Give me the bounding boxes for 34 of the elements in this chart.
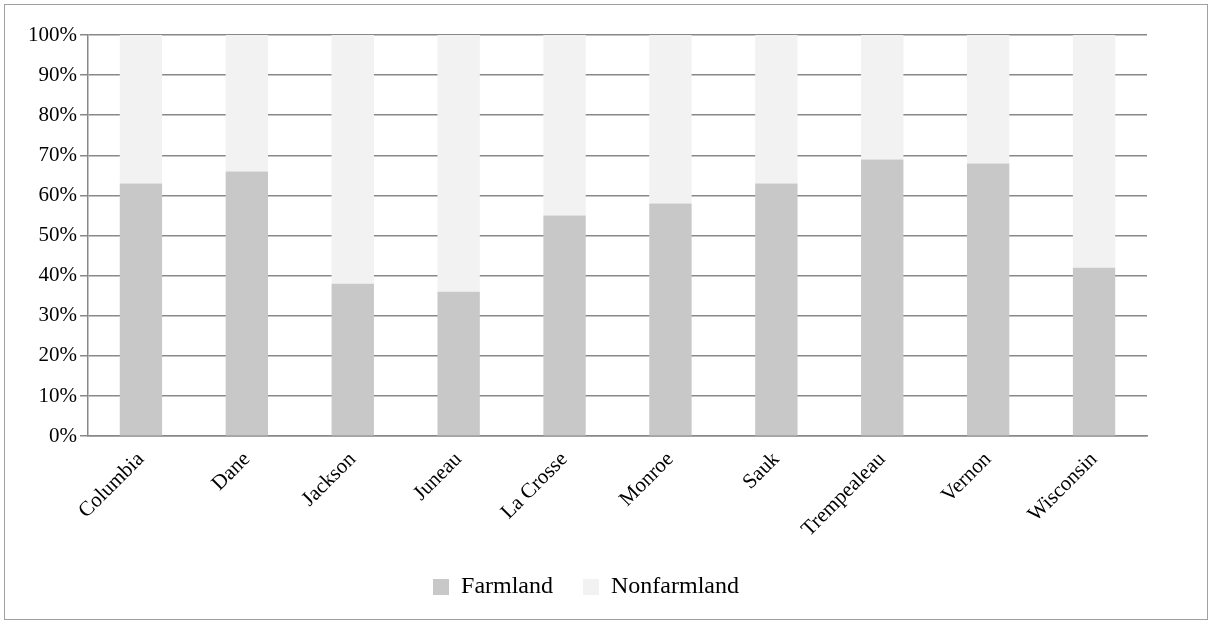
bar [755,35,798,184]
y-tick-label: 80% [38,101,77,126]
bar [119,183,163,436]
bar [119,35,163,184]
y-tick-label: 40% [38,262,77,287]
y-tick-label: 50% [38,222,77,247]
bar [225,171,269,436]
bar [1072,35,1116,268]
legend-label: Nonfarmland [611,572,739,599]
y-tick-label: 90% [38,61,77,86]
bar [331,35,374,284]
bar [543,215,586,436]
bar [649,203,692,436]
y-tick-label: 100% [27,21,77,46]
y-tick-label: 60% [38,182,77,206]
bar [966,35,1010,164]
bar [966,163,1010,436]
y-tick-label: 70% [38,141,77,166]
x-tick-label: Sauk [737,446,785,494]
y-tick-label: 30% [38,302,77,327]
bar [331,283,374,436]
bar [437,291,480,436]
bar [861,159,904,436]
bar [649,35,692,204]
bar [225,35,269,172]
bar [861,35,904,160]
bar [755,183,798,436]
y-tick-label: 0% [48,422,77,447]
bar [543,35,586,216]
y-tick-label: 20% [38,342,77,367]
bar [1072,267,1116,436]
bar [437,35,480,292]
legend-label: Farmland [461,572,554,599]
y-tick-label: 10% [38,382,77,407]
